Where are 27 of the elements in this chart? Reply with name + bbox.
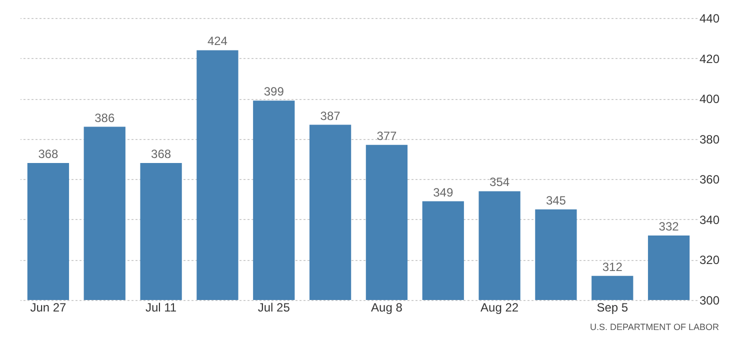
data-label: 354 bbox=[490, 175, 510, 190]
x-tick-label: Sep 5 bbox=[596, 300, 628, 314]
y-tick-label: 320 bbox=[700, 253, 720, 268]
data-label: 368 bbox=[38, 147, 59, 162]
data-label: 345 bbox=[546, 193, 566, 208]
data-label: 332 bbox=[658, 220, 680, 234]
data-label: 386 bbox=[94, 110, 115, 125]
y-tick-label: 440 bbox=[700, 12, 720, 26]
data-label: 387 bbox=[320, 108, 341, 123]
data-label: 349 bbox=[433, 185, 454, 200]
y-tick-label: 420 bbox=[700, 52, 720, 66]
y-tick-label: 340 bbox=[700, 212, 720, 227]
x-tick-label: Jul 25 bbox=[258, 300, 290, 314]
y-tick-label: 400 bbox=[700, 92, 720, 106]
text: U.S. DEPARTMENT OF LABOR bbox=[590, 322, 720, 332]
y-tick-label: 360 bbox=[700, 172, 720, 187]
y-tick-label: 300 bbox=[700, 294, 720, 308]
x-tick-label: Aug 8 bbox=[371, 300, 403, 314]
x-tick-label: Aug 22 bbox=[480, 300, 519, 314]
data-label: 424 bbox=[207, 34, 228, 48]
data-label: 312 bbox=[602, 260, 623, 274]
data-label: 368 bbox=[151, 147, 172, 162]
x-tick-label: Jul 11 bbox=[145, 300, 177, 314]
y-tick-label: 380 bbox=[700, 132, 720, 146]
data-label: 399 bbox=[264, 84, 284, 99]
data-label: 377 bbox=[376, 128, 398, 143]
x-tick-label: Jun 27 bbox=[30, 300, 67, 314]
